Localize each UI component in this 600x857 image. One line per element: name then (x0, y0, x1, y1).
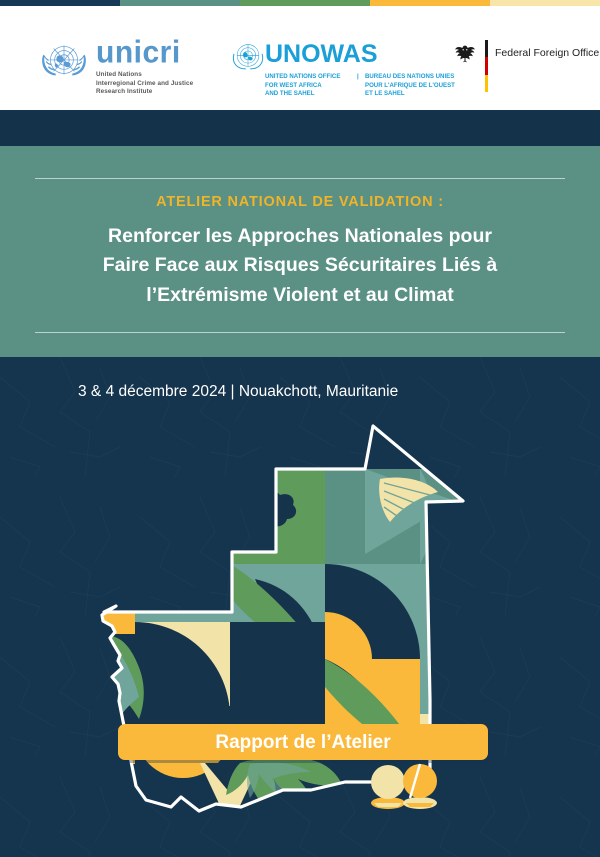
svg-text:Rapport de l’Atelier: Rapport de l’Atelier (215, 732, 391, 753)
